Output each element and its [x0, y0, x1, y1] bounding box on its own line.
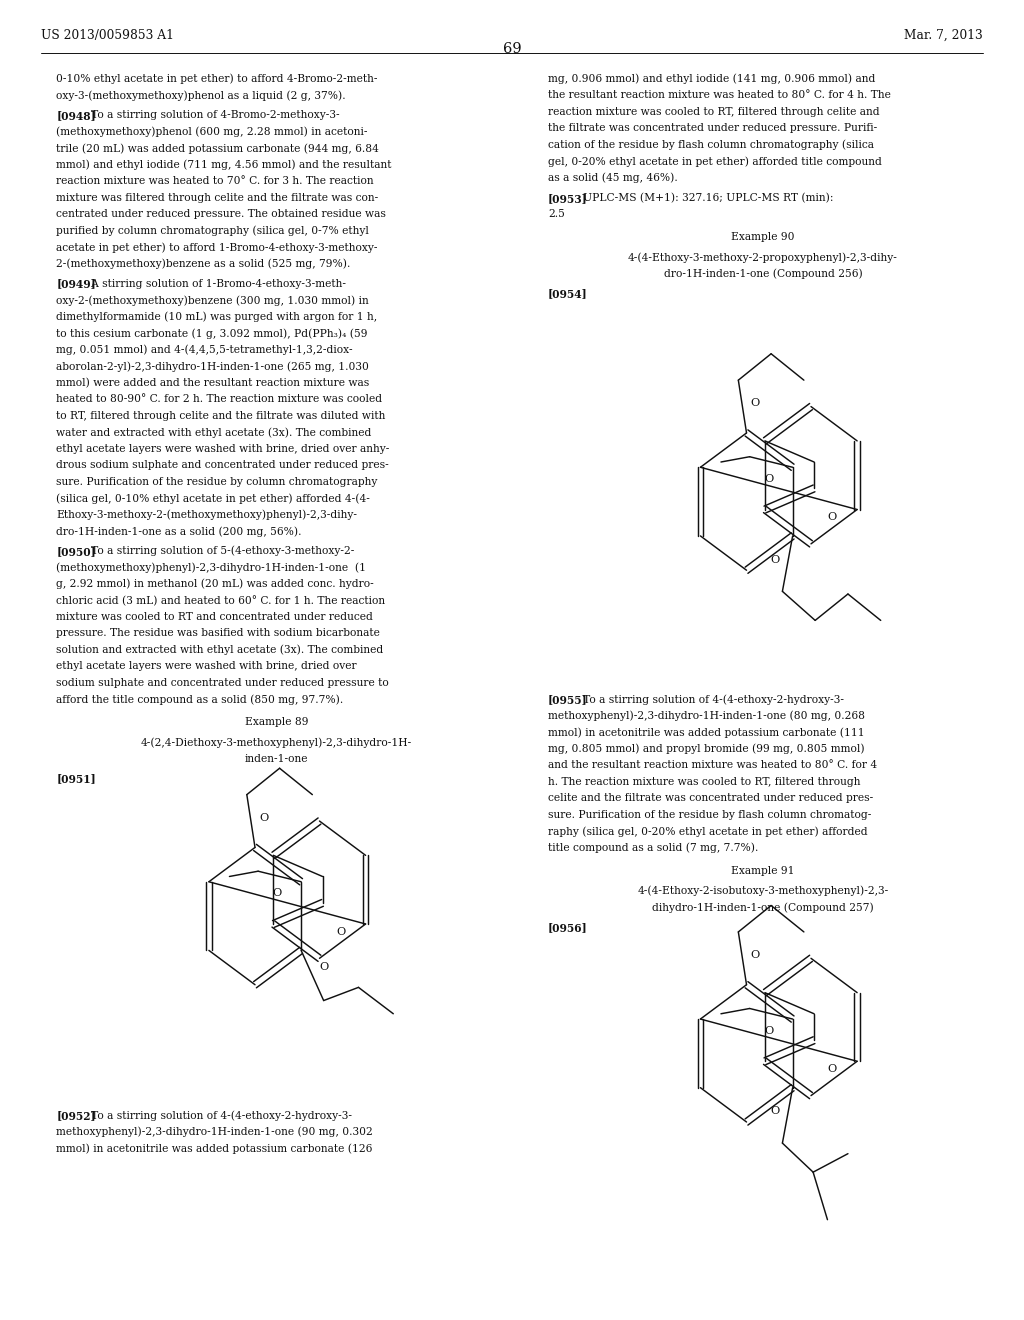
Text: methoxyphenyl)-2,3-dihydro-1H-inden-1-one (80 mg, 0.268: methoxyphenyl)-2,3-dihydro-1H-inden-1-on…: [548, 710, 865, 722]
Text: A stirring solution of 1-Bromo-4-ethoxy-3-meth-: A stirring solution of 1-Bromo-4-ethoxy-…: [82, 279, 346, 289]
Text: oxy-2-(methoxymethoxy)benzene (300 mg, 1.030 mmol) in: oxy-2-(methoxymethoxy)benzene (300 mg, 1…: [56, 296, 369, 306]
Text: water and extracted with ethyl acetate (3x). The combined: water and extracted with ethyl acetate (…: [56, 428, 372, 438]
Text: To a stirring solution of 5-(4-ethoxy-3-methoxy-2-: To a stirring solution of 5-(4-ethoxy-3-…: [82, 546, 355, 557]
Text: To a stirring solution of 4-(4-ethoxy-2-hydroxy-3-: To a stirring solution of 4-(4-ethoxy-2-…: [573, 694, 844, 705]
Text: acetate in pet ether) to afford 1-Bromo-4-ethoxy-3-methoxy-: acetate in pet ether) to afford 1-Bromo-…: [56, 243, 378, 253]
Text: O: O: [764, 474, 773, 484]
Text: Example 89: Example 89: [245, 718, 308, 727]
Text: mg, 0.805 mmol) and propyl bromide (99 mg, 0.805 mmol): mg, 0.805 mmol) and propyl bromide (99 m…: [548, 744, 864, 755]
Text: [0949]: [0949]: [56, 279, 96, 289]
Text: drous sodium sulphate and concentrated under reduced pres-: drous sodium sulphate and concentrated u…: [56, 461, 389, 470]
Text: 4-(4-Ethoxy-2-isobutoxy-3-methoxyphenyl)-2,3-: 4-(4-Ethoxy-2-isobutoxy-3-methoxyphenyl)…: [637, 886, 889, 896]
Text: 2.5: 2.5: [548, 209, 564, 219]
Text: afford the title compound as a solid (850 mg, 97.7%).: afford the title compound as a solid (85…: [56, 694, 344, 705]
Text: (methoxymethoxy)phenyl)-2,3-dihydro-1H-inden-1-one  (1: (methoxymethoxy)phenyl)-2,3-dihydro-1H-i…: [56, 562, 367, 573]
Text: mmol) and ethyl iodide (711 mg, 4.56 mmol) and the resultant: mmol) and ethyl iodide (711 mg, 4.56 mmo…: [56, 160, 392, 170]
Text: mmol) in acetonitrile was added potassium carbonate (126: mmol) in acetonitrile was added potassiu…: [56, 1143, 373, 1154]
Text: [0950]: [0950]: [56, 546, 96, 557]
Text: pressure. The residue was basified with sodium bicarbonate: pressure. The residue was basified with …: [56, 628, 380, 639]
Text: [0955]: [0955]: [548, 694, 588, 705]
Text: inden-1-one: inden-1-one: [245, 754, 308, 764]
Text: heated to 80-90° C. for 2 h. The reaction mixture was cooled: heated to 80-90° C. for 2 h. The reactio…: [56, 393, 382, 404]
Text: the resultant reaction mixture was heated to 80° C. for 4 h. The: the resultant reaction mixture was heate…: [548, 90, 891, 100]
Text: mmol) in acetonitrile was added potassium carbonate (111: mmol) in acetonitrile was added potassiu…: [548, 727, 864, 738]
Text: dro-1H-inden-1-one (Compound 256): dro-1H-inden-1-one (Compound 256): [664, 269, 862, 280]
Text: O: O: [319, 962, 329, 972]
Text: title compound as a solid (7 mg, 7.7%).: title compound as a solid (7 mg, 7.7%).: [548, 843, 758, 854]
Text: Example 91: Example 91: [731, 866, 795, 876]
Text: celite and the filtrate was concentrated under reduced pres-: celite and the filtrate was concentrated…: [548, 793, 873, 804]
Text: to RT, filtered through celite and the filtrate was diluted with: to RT, filtered through celite and the f…: [56, 411, 386, 421]
Text: O: O: [259, 813, 268, 822]
Text: (methoxymethoxy)phenol (600 mg, 2.28 mmol) in acetoni-: (methoxymethoxy)phenol (600 mg, 2.28 mmo…: [56, 127, 368, 137]
Text: [0951]: [0951]: [56, 774, 96, 784]
Text: dro-1H-inden-1-one as a solid (200 mg, 56%).: dro-1H-inden-1-one as a solid (200 mg, 5…: [56, 525, 302, 537]
Text: [0952]: [0952]: [56, 1110, 96, 1121]
Text: the filtrate was concentrated under reduced pressure. Purifi-: the filtrate was concentrated under redu…: [548, 124, 878, 133]
Text: [0948]: [0948]: [56, 111, 96, 121]
Text: to this cesium carbonate (1 g, 3.092 mmol), Pd(PPh₃)₄ (59: to this cesium carbonate (1 g, 3.092 mmo…: [56, 329, 368, 339]
Text: purified by column chromatography (silica gel, 0-7% ethyl: purified by column chromatography (silic…: [56, 226, 370, 236]
Text: trile (20 mL) was added potassium carbonate (944 mg, 6.84: trile (20 mL) was added potassium carbon…: [56, 144, 379, 154]
Text: O: O: [827, 1064, 837, 1074]
Text: dimethylformamide (10 mL) was purged with argon for 1 h,: dimethylformamide (10 mL) was purged wit…: [56, 312, 378, 322]
Text: ethyl acetate layers were washed with brine, dried over: ethyl acetate layers were washed with br…: [56, 661, 357, 672]
Text: US 2013/0059853 A1: US 2013/0059853 A1: [41, 29, 174, 42]
Text: solution and extracted with ethyl acetate (3x). The combined: solution and extracted with ethyl acetat…: [56, 645, 384, 656]
Text: Example 90: Example 90: [731, 232, 795, 243]
Text: ethyl acetate layers were washed with brine, dried over anhy-: ethyl acetate layers were washed with br…: [56, 444, 390, 454]
Text: sodium sulphate and concentrated under reduced pressure to: sodium sulphate and concentrated under r…: [56, 678, 389, 688]
Text: O: O: [827, 512, 837, 523]
Text: 4-(2,4-Diethoxy-3-methoxyphenyl)-2,3-dihydro-1H-: 4-(2,4-Diethoxy-3-methoxyphenyl)-2,3-dih…: [141, 737, 412, 748]
Text: UPLC-MS (M+1): 327.16; UPLC-MS RT (min):: UPLC-MS (M+1): 327.16; UPLC-MS RT (min):: [573, 193, 834, 203]
Text: [0956]: [0956]: [548, 921, 588, 933]
Text: mmol) were added and the resultant reaction mixture was: mmol) were added and the resultant react…: [56, 378, 370, 388]
Text: gel, 0-20% ethyl acetate in pet ether) afforded title compound: gel, 0-20% ethyl acetate in pet ether) a…: [548, 157, 882, 168]
Text: methoxyphenyl)-2,3-dihydro-1H-inden-1-one (90 mg, 0.302: methoxyphenyl)-2,3-dihydro-1H-inden-1-on…: [56, 1127, 373, 1138]
Text: sure. Purification of the residue by column chromatography: sure. Purification of the residue by col…: [56, 477, 378, 487]
Text: and the resultant reaction mixture was heated to 80° C. for 4: and the resultant reaction mixture was h…: [548, 760, 877, 771]
Text: Mar. 7, 2013: Mar. 7, 2013: [904, 29, 983, 42]
Text: 2-(methoxymethoxy)benzene as a solid (525 mg, 79%).: 2-(methoxymethoxy)benzene as a solid (52…: [56, 259, 350, 269]
Text: dihydro-1H-inden-1-one (Compound 257): dihydro-1H-inden-1-one (Compound 257): [652, 903, 873, 913]
Text: mixture was filtered through celite and the filtrate was con-: mixture was filtered through celite and …: [56, 193, 379, 203]
Text: cation of the residue by flash column chromatography (silica: cation of the residue by flash column ch…: [548, 140, 873, 150]
Text: raphy (silica gel, 0-20% ethyl acetate in pet ether) afforded: raphy (silica gel, 0-20% ethyl acetate i…: [548, 826, 867, 837]
Text: [0953]: [0953]: [548, 193, 588, 203]
Text: chloric acid (3 mL) and heated to 60° C. for 1 h. The reaction: chloric acid (3 mL) and heated to 60° C.…: [56, 595, 385, 606]
Text: as a solid (45 mg, 46%).: as a solid (45 mg, 46%).: [548, 173, 678, 183]
Text: To a stirring solution of 4-(4-ethoxy-2-hydroxy-3-: To a stirring solution of 4-(4-ethoxy-2-…: [82, 1110, 352, 1121]
Text: mg, 0.906 mmol) and ethyl iodide (141 mg, 0.906 mmol) and: mg, 0.906 mmol) and ethyl iodide (141 mg…: [548, 74, 876, 84]
Text: O: O: [272, 888, 282, 899]
Text: centrated under reduced pressure. The obtained residue was: centrated under reduced pressure. The ob…: [56, 209, 386, 219]
Text: oxy-3-(methoxymethoxy)phenol as a liquid (2 g, 37%).: oxy-3-(methoxymethoxy)phenol as a liquid…: [56, 90, 346, 102]
Text: g, 2.92 mmol) in methanol (20 mL) was added conc. hydro-: g, 2.92 mmol) in methanol (20 mL) was ad…: [56, 578, 374, 590]
Text: O: O: [770, 1106, 779, 1117]
Text: O: O: [764, 1026, 773, 1036]
Text: O: O: [336, 927, 345, 937]
Text: 0-10% ethyl acetate in pet ether) to afford 4-Bromo-2-meth-: 0-10% ethyl acetate in pet ether) to aff…: [56, 74, 378, 84]
Text: O: O: [751, 950, 760, 960]
Text: reaction mixture was cooled to RT, filtered through celite and: reaction mixture was cooled to RT, filte…: [548, 107, 880, 117]
Text: O: O: [770, 554, 779, 565]
Text: mg, 0.051 mmol) and 4-(4,4,5,5-tetramethyl-1,3,2-diox-: mg, 0.051 mmol) and 4-(4,4,5,5-tetrameth…: [56, 345, 353, 355]
Text: [0954]: [0954]: [548, 289, 588, 300]
Text: h. The reaction mixture was cooled to RT, filtered through: h. The reaction mixture was cooled to RT…: [548, 776, 860, 787]
Text: aborolan-2-yl)-2,3-dihydro-1H-inden-1-one (265 mg, 1.030: aborolan-2-yl)-2,3-dihydro-1H-inden-1-on…: [56, 360, 370, 372]
Text: O: O: [751, 399, 760, 408]
Text: To a stirring solution of 4-Bromo-2-methoxy-3-: To a stirring solution of 4-Bromo-2-meth…: [82, 111, 340, 120]
Text: (silica gel, 0-10% ethyl acetate in pet ether) afforded 4-(4-: (silica gel, 0-10% ethyl acetate in pet …: [56, 494, 371, 504]
Text: mixture was cooled to RT and concentrated under reduced: mixture was cooled to RT and concentrate…: [56, 612, 373, 622]
Text: sure. Purification of the residue by flash column chromatog-: sure. Purification of the residue by fla…: [548, 809, 871, 820]
Text: 69: 69: [503, 42, 521, 57]
Text: Ethoxy-3-methoxy-2-(methoxymethoxy)phenyl)-2,3-dihy-: Ethoxy-3-methoxy-2-(methoxymethoxy)pheny…: [56, 510, 357, 520]
Text: 4-(4-Ethoxy-3-methoxy-2-propoxyphenyl)-2,3-dihy-: 4-(4-Ethoxy-3-methoxy-2-propoxyphenyl)-2…: [628, 252, 898, 263]
Text: reaction mixture was heated to 70° C. for 3 h. The reaction: reaction mixture was heated to 70° C. fo…: [56, 177, 374, 186]
